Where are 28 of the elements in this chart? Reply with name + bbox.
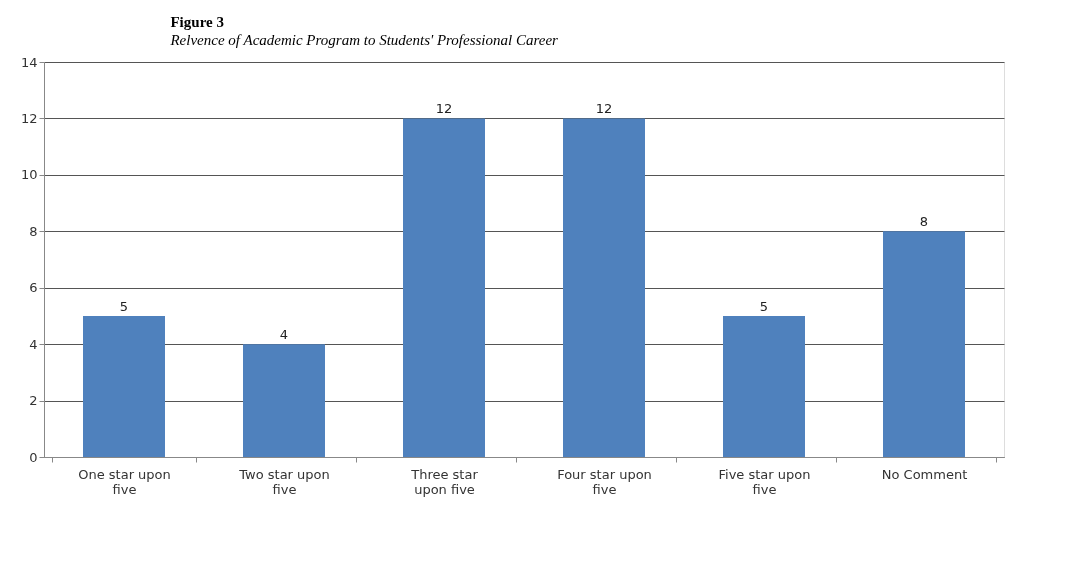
y-tick-label: 4	[29, 336, 38, 352]
y-tick-label: 8	[29, 223, 38, 239]
x-tick-label: Four star upon five	[557, 466, 652, 497]
x-tick-label: No Comment	[881, 466, 968, 482]
chart-title: Figure 3	[170, 14, 224, 30]
bar	[723, 315, 805, 457]
x-tick-label: One star upon five	[78, 466, 171, 497]
x-tick-label: Five star upon five	[718, 466, 811, 497]
data-label: 12	[435, 101, 453, 117]
x-tick-label: Two star upon five	[238, 466, 330, 497]
data-label: 5	[119, 298, 129, 314]
chart-subtitle: Relvence of Academic Program to Students' Professional Career	[169, 32, 559, 48]
data-label: 8	[919, 214, 929, 230]
y-tick-label: 10	[20, 167, 38, 183]
bar	[563, 118, 645, 457]
data-label: 12	[595, 101, 613, 117]
y-tick-label: 6	[29, 280, 38, 296]
data-label: 4	[279, 327, 289, 343]
bar	[243, 344, 325, 457]
bar	[883, 231, 965, 457]
x-tick-label: Three star upon five	[410, 466, 479, 497]
data-label: 5	[759, 298, 769, 314]
y-tick-label: 2	[29, 393, 38, 409]
y-tick-label: 12	[20, 110, 38, 126]
y-tick-label: 14	[20, 54, 38, 70]
y-tick-label: 0	[29, 449, 38, 465]
bar	[403, 118, 485, 457]
bar	[83, 315, 165, 457]
